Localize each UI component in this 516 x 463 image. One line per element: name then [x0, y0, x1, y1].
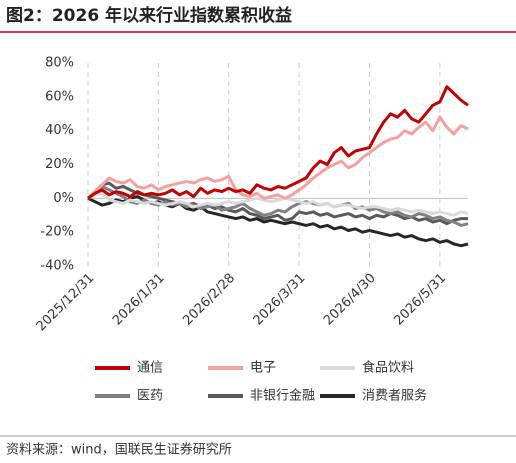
x-tick-label: 2026/1/31 — [110, 271, 168, 329]
x-tick-label: 2026/4/30 — [321, 271, 379, 329]
series-line — [86, 115, 469, 200]
legend-label: 食品饮料 — [362, 360, 414, 376]
y-tick-label: 60% — [45, 89, 74, 104]
chart-title: 图2：2026 年以来行业指数累积收益 — [6, 5, 292, 26]
legend-label: 医药 — [137, 389, 163, 404]
legend-label: 消费者服务 — [362, 388, 427, 404]
legend-label: 通信 — [137, 361, 163, 376]
series-line — [87, 191, 469, 217]
x-tick-label: 2026/2/28 — [180, 271, 238, 329]
y-tick-label: -20% — [40, 225, 74, 240]
series-line — [87, 185, 469, 227]
x-tick-label: 2025/12/31 — [34, 271, 98, 335]
series-line — [87, 85, 469, 200]
y-tick-label: 0% — [53, 191, 74, 206]
y-tick-label: -40% — [40, 259, 74, 274]
x-tick-label: 2026/5/31 — [391, 271, 449, 329]
x-tick-label: 2026/3/31 — [251, 271, 309, 329]
y-tick-label: 20% — [45, 157, 74, 172]
series-line — [86, 181, 468, 226]
source: 资料来源：wind，国联民生证券研究所 — [6, 442, 232, 458]
legend-label: 非银行金融 — [250, 388, 315, 404]
y-tick-label: 40% — [45, 123, 74, 138]
legend-label: 电子 — [250, 361, 276, 376]
y-tick-label: 80% — [45, 56, 74, 71]
